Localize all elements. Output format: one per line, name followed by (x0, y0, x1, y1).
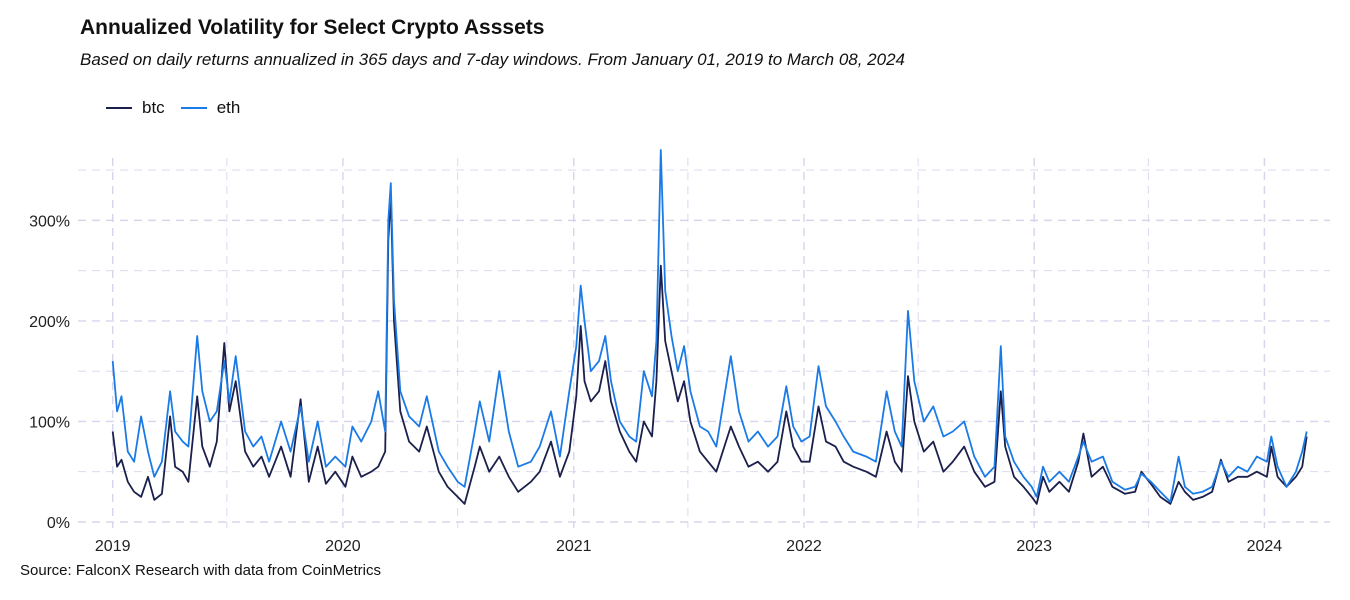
x-tick-label: 2023 (1016, 538, 1052, 555)
source-note: Source: FalconX Research with data from … (20, 562, 381, 579)
legend-swatch-btc (106, 107, 132, 109)
legend-item-eth: eth (180, 98, 241, 118)
y-tick-label: 0% (47, 515, 70, 532)
series-lines (111, 149, 1308, 505)
series-line-eth (111, 149, 1308, 503)
y-tick-label: 200% (29, 314, 70, 331)
x-tick-label: 2021 (556, 538, 592, 555)
x-tick-label: 2022 (786, 538, 822, 555)
legend-label-btc: btc (142, 98, 165, 117)
chart-title: Annualized Volatility for Select Crypto … (80, 16, 545, 39)
legend: btc eth (106, 98, 240, 118)
grid (78, 158, 1330, 528)
y-tick-label: 300% (29, 213, 70, 230)
chart-subtitle: Based on daily returns annualized in 365… (80, 50, 905, 69)
legend-swatch-eth (180, 107, 207, 109)
x-tick-label: 2019 (95, 538, 131, 555)
legend-label-eth: eth (216, 98, 241, 117)
axes: 0% 100% 200% 300% 2019 2020 2021 2022 2023 2024 (29, 213, 1282, 555)
series-line-btc (111, 194, 1308, 505)
x-tick-label: 2024 (1247, 538, 1283, 555)
y-tick-label: 100% (29, 414, 70, 431)
x-tick-label: 2020 (325, 538, 361, 555)
legend-item-btc: btc (106, 98, 165, 118)
